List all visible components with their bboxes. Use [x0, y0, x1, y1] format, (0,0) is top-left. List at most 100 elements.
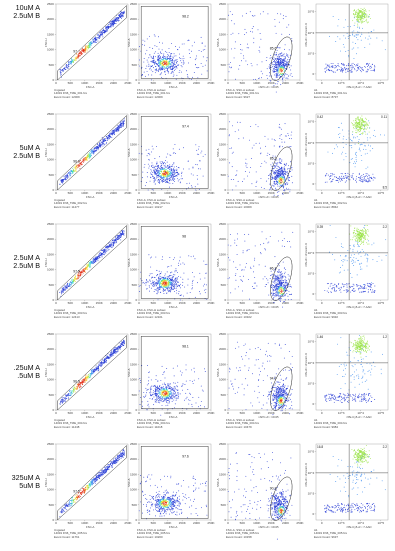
event-point — [357, 18, 358, 20]
event-point — [173, 286, 175, 288]
event-point — [173, 74, 175, 76]
event-point — [279, 170, 281, 172]
event-point — [174, 64, 176, 66]
population-gate[interactable] — [266, 144, 297, 193]
event-point — [164, 166, 166, 168]
event-point — [107, 249, 109, 251]
cell-gate[interactable] — [140, 6, 209, 79]
event-point — [154, 69, 156, 71]
event-point — [358, 19, 359, 21]
event-point — [154, 56, 156, 58]
event-point — [95, 147, 97, 149]
event-point — [275, 52, 277, 54]
event-point — [357, 25, 359, 27]
event-point — [287, 134, 289, 136]
event-point — [144, 40, 146, 42]
y-tick-label: 250K — [219, 2, 227, 6]
event-point — [365, 149, 367, 150]
event-point — [157, 289, 159, 291]
event-point — [174, 144, 176, 146]
event-point — [361, 177, 363, 179]
event-point — [161, 161, 163, 162]
event-point — [266, 75, 268, 76]
event-point — [103, 141, 105, 143]
event-point — [181, 284, 183, 286]
event-point — [357, 141, 359, 143]
x-tick-label: 50K — [151, 81, 157, 85]
singlet-gate[interactable] — [57, 4, 127, 81]
event-point — [280, 75, 281, 77]
population-gate[interactable] — [266, 34, 297, 83]
event-point — [175, 287, 177, 289]
event-point — [228, 71, 230, 73]
event-point — [280, 179, 281, 181]
event-point — [165, 156, 167, 158]
event-point — [88, 263, 90, 265]
event-point — [112, 25, 114, 27]
event-point — [341, 68, 343, 70]
event-point — [177, 172, 179, 174]
event-point — [79, 52, 81, 54]
event-point — [178, 179, 180, 181]
event-point — [276, 181, 278, 183]
event-point — [164, 170, 166, 172]
event-point — [87, 47, 89, 49]
gate-percentage: 97.5 — [73, 270, 80, 274]
event-point — [326, 181, 328, 183]
event-point — [162, 54, 164, 56]
cell-gate[interactable] — [140, 116, 209, 189]
event-point — [362, 181, 364, 183]
event-point — [281, 177, 283, 179]
event-point — [103, 252, 105, 254]
event-point — [87, 263, 89, 265]
event-point — [276, 83, 278, 85]
event-point — [167, 153, 169, 155]
event-point — [340, 50, 341, 52]
event-point — [170, 65, 172, 67]
event-point — [166, 181, 168, 183]
event-point — [369, 43, 371, 45]
event-point — [341, 178, 343, 180]
event-point — [158, 48, 160, 50]
event-point — [162, 171, 164, 173]
event-point — [64, 286, 66, 288]
event-point — [77, 54, 79, 56]
event-point — [174, 68, 176, 70]
event-point — [166, 61, 168, 63]
singlet-gate[interactable] — [57, 224, 127, 301]
event-point — [362, 21, 364, 23]
event-point — [355, 12, 357, 13]
event-point — [168, 172, 169, 174]
event-point — [82, 159, 84, 161]
event-point — [161, 163, 163, 165]
event-point — [358, 8, 359, 10]
event-point — [89, 264, 91, 266]
event-point — [368, 16, 370, 18]
event-point — [183, 62, 185, 64]
event-point — [276, 74, 278, 75]
event-point — [91, 262, 93, 264]
event-point — [64, 289, 66, 291]
event-point — [277, 169, 279, 171]
event-point — [350, 71, 352, 73]
event-point — [152, 47, 154, 49]
event-point — [361, 67, 363, 69]
event-point — [164, 168, 166, 170]
event-point — [168, 287, 170, 288]
event-point — [368, 131, 370, 133]
event-point — [345, 37, 347, 39]
event-point — [170, 73, 172, 74]
event-point — [146, 65, 148, 67]
event-point — [106, 30, 108, 32]
event-point — [359, 66, 361, 68]
event-point — [282, 172, 284, 174]
event-point — [160, 175, 161, 177]
event-point — [153, 285, 155, 287]
event-point — [277, 195, 279, 196]
event-point — [274, 172, 276, 174]
event-point — [91, 151, 93, 153]
singlet-gate[interactable] — [57, 114, 127, 191]
event-point — [112, 22, 114, 24]
event-point — [172, 183, 174, 184]
event-point — [281, 166, 283, 168]
